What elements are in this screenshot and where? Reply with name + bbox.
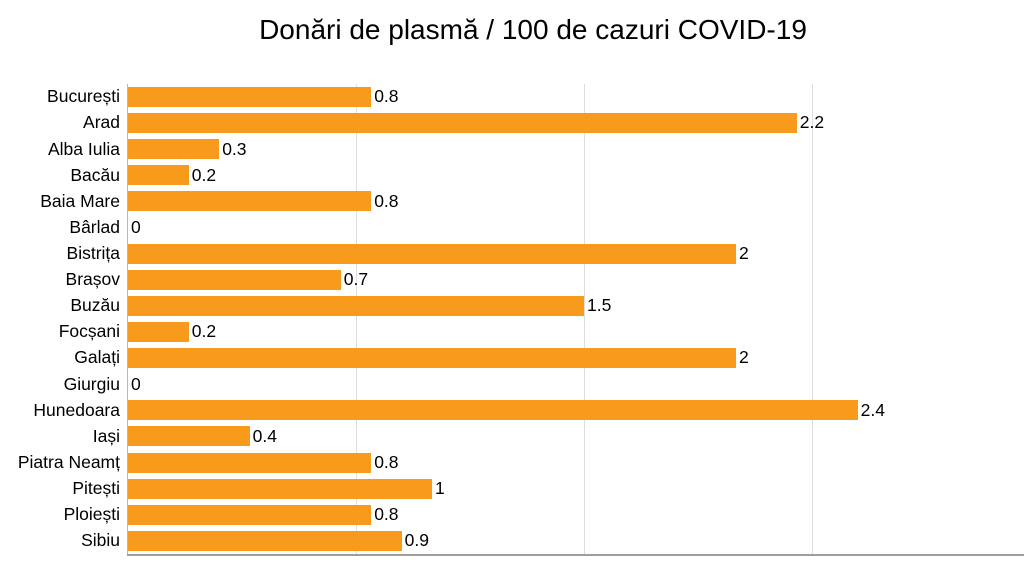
value-label: 0.8	[374, 504, 399, 525]
value-label: 1.5	[587, 295, 612, 316]
bar-row: Pitești 1	[0, 476, 1024, 502]
bar-row: Giurgiu 0	[0, 371, 1024, 397]
bar	[128, 530, 402, 551]
value-label: 0.2	[191, 321, 217, 342]
bar	[128, 269, 341, 290]
bar-track: 0.8	[128, 188, 1024, 214]
category-label: Alba Iulia	[48, 138, 120, 159]
category-label: București	[47, 86, 120, 107]
category-label: Pitești	[72, 477, 120, 498]
bar	[128, 295, 584, 316]
category-label: Piatra Neamț	[17, 451, 120, 472]
category-label: Hunedoara	[33, 399, 120, 420]
value-label: 0	[131, 216, 141, 237]
category-label: Brașov	[65, 269, 120, 290]
bar-row: București 0.8	[0, 84, 1024, 110]
value-label: 0.4	[252, 425, 277, 446]
value-label: 0.9	[404, 530, 429, 551]
bar-track: 0.7	[128, 267, 1024, 293]
bar-row: Iași 0.4	[0, 423, 1024, 449]
bar-track: 0.8	[128, 502, 1024, 528]
bar-track: 0.2	[128, 162, 1024, 188]
category-label: Ploiești	[63, 504, 120, 525]
value-label: 2.2	[799, 112, 825, 133]
bar-track: 0.8	[128, 84, 1024, 110]
value-label: 1	[435, 477, 445, 498]
bar	[128, 478, 432, 499]
category-label: Sibiu	[81, 530, 120, 551]
bar-row: Bacău 0.2	[0, 162, 1024, 188]
x-axis-line	[127, 554, 1024, 556]
bar	[128, 165, 189, 186]
value-label: 0.8	[374, 190, 399, 211]
category-label: Arad	[83, 112, 120, 133]
bar-row: Buzău 1.5	[0, 293, 1024, 319]
bar-track: 0.8	[128, 450, 1024, 476]
bar-row: Hunedoara 2.4	[0, 397, 1024, 423]
category-label: Bacău	[70, 164, 120, 185]
bar-rows: București 0.8 Arad 2.2 Alba Iulia 0.3 Bacău 0.2…	[0, 84, 1024, 554]
value-label: 2	[739, 347, 749, 368]
bar	[128, 504, 372, 525]
bar	[128, 400, 858, 421]
bar-row: Focșani 0.2	[0, 319, 1024, 345]
bar-row: Bistrița 2	[0, 241, 1024, 267]
bar-row: Piatra Neamț 0.8	[0, 450, 1024, 476]
bar-row: Sibiu 0.9	[0, 528, 1024, 554]
category-label: Bârlad	[69, 216, 120, 237]
bar	[128, 426, 250, 447]
value-label: 0.2	[191, 164, 217, 185]
chart-title: Donări de plasmă / 100 de cazuri COVID-1…	[259, 14, 807, 45]
value-label: 0.7	[343, 269, 369, 290]
bar	[128, 348, 736, 369]
bar-track: 1	[128, 476, 1024, 502]
bar	[128, 191, 372, 212]
bar	[128, 243, 736, 264]
bar	[128, 139, 220, 160]
value-label: 2.4	[860, 399, 885, 420]
value-label: 0.3	[222, 138, 247, 159]
y-axis-line	[127, 84, 128, 556]
bar-track: 0.2	[128, 319, 1024, 345]
bar-track: 0.9	[128, 528, 1024, 554]
bar-row: Alba Iulia 0.3	[0, 136, 1024, 162]
category-label: Galați	[74, 347, 120, 368]
bar-track: 2	[128, 345, 1024, 371]
bar-row: Arad 2.2	[0, 110, 1024, 136]
bar-track: 2	[128, 241, 1024, 267]
category-label: Baia Mare	[40, 190, 120, 211]
bar	[128, 452, 372, 473]
category-label: Buzău	[70, 295, 120, 316]
bar-row: Galați 2	[0, 345, 1024, 371]
bar-row: Brașov 0.7	[0, 267, 1024, 293]
value-label: 0.8	[374, 451, 399, 472]
bar-row: Bârlad 0	[0, 215, 1024, 241]
bar	[128, 87, 372, 108]
bar-track: 0.4	[128, 423, 1024, 449]
value-label: 2	[739, 242, 749, 263]
category-label: Bistrița	[66, 242, 120, 263]
bar-row: Baia Mare 0.8	[0, 188, 1024, 214]
category-label: Iași	[92, 425, 120, 446]
bar-track: 1.5	[128, 293, 1024, 319]
bar-track: 2.4	[128, 397, 1024, 423]
bar	[128, 113, 797, 134]
category-label: Giurgiu	[63, 373, 120, 394]
value-label: 0	[131, 373, 141, 394]
bar-track: 2.2	[128, 110, 1024, 136]
bar-track: 0.3	[128, 136, 1024, 162]
bar-track: 0	[128, 371, 1024, 397]
value-label: 0.8	[374, 86, 399, 107]
bar-track: 0	[128, 215, 1024, 241]
bar	[128, 322, 189, 343]
bar-row: Ploiești 0.8	[0, 502, 1024, 528]
category-label: Focșani	[58, 321, 120, 342]
